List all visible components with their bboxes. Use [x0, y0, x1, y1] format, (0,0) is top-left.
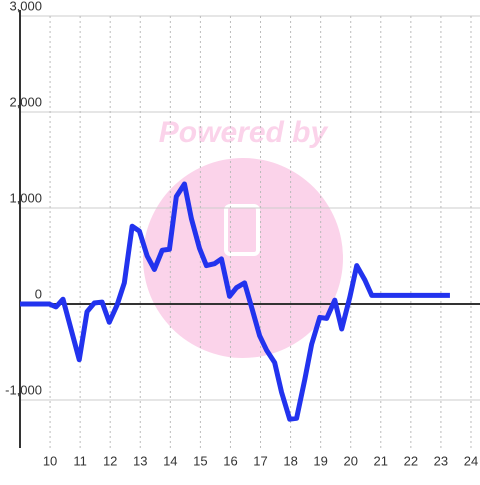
x-tick-label: 12: [103, 453, 117, 468]
x-tick-label: 14: [163, 453, 177, 468]
x-tick-label: 22: [404, 453, 418, 468]
data-line: [20, 181, 450, 422]
watermark-icon: [224, 204, 260, 256]
x-tick-label: 21: [374, 453, 388, 468]
x-tick-label: 13: [133, 453, 147, 468]
x-tick-label: 19: [313, 453, 327, 468]
x-tick-label: 11: [73, 453, 87, 468]
y-tick-label: 1,000: [9, 190, 42, 205]
x-tick-label: 20: [343, 453, 357, 468]
x-tick-label: 24: [464, 453, 478, 468]
x-tick-label: 17: [253, 453, 267, 468]
x-tick-label: 10: [43, 453, 57, 468]
y-tick-label: 2,000: [9, 94, 42, 109]
x-tick-label: 18: [283, 453, 297, 468]
y-tick-label: 0: [35, 286, 42, 301]
x-tick-label: 15: [193, 453, 207, 468]
x-tick-label: 16: [223, 453, 237, 468]
x-tick-label: 23: [434, 453, 448, 468]
y-tick-label: -1,000: [5, 382, 42, 397]
watermark-logo: [143, 158, 343, 358]
y-tick-label: 3,000: [9, 0, 42, 13]
watermark-text: Powered by: [159, 116, 329, 149]
